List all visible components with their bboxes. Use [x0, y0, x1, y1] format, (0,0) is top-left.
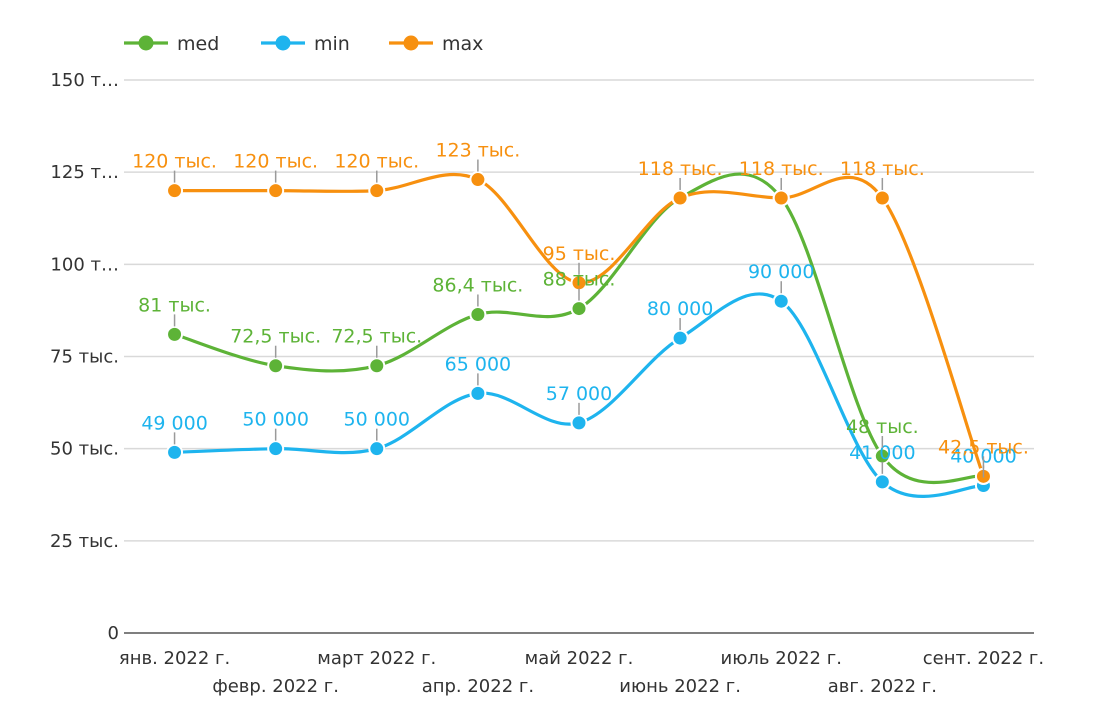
data-point-min	[873, 473, 891, 491]
data-point-med	[368, 357, 386, 375]
data-label-min: 49 000	[141, 412, 207, 434]
data-label-max: 120 тыс.	[334, 151, 419, 173]
y-tick-label: 50 тыс.	[50, 439, 119, 460]
data-label-max: 123 тыс.	[435, 140, 520, 162]
data-point-max	[873, 189, 891, 207]
data-label-max: 118 тыс.	[739, 158, 824, 180]
data-point-max	[469, 171, 487, 189]
x-tick-label: авг. 2022 г.	[828, 676, 937, 697]
x-tick-label: сент. 2022 г.	[923, 648, 1044, 669]
legend-swatch-dot-min	[275, 35, 291, 51]
data-point-min	[570, 414, 588, 432]
legend: med min max	[124, 33, 483, 55]
data-label-max: 95 тыс.	[543, 243, 616, 265]
data-label-min: 80 000	[647, 298, 713, 320]
x-tick-label: март 2022 г.	[317, 648, 436, 669]
series-layer	[166, 171, 992, 498]
data-label-min: 57 000	[546, 383, 612, 405]
data-label-max: 120 тыс.	[132, 151, 217, 173]
data-label-max: 120 тыс.	[233, 151, 318, 173]
data-label-med: 86,4 тыс.	[432, 274, 523, 296]
data-label-min: 90 000	[748, 261, 814, 283]
axis-layer: 0 25 тыс. 50 тыс. 75 тыс. 100 т… 125 т… 150 т……	[50, 70, 1044, 697]
data-point-max	[772, 189, 790, 207]
data-point-med	[469, 305, 487, 323]
data-label-max: 118 тыс.	[840, 158, 925, 180]
data-label-layer: 49 000 50 000 50 000 65 000 57 000 80 000 90 0…	[132, 140, 1029, 478]
legend-label-max: max	[442, 33, 483, 55]
data-point-min	[267, 440, 285, 458]
data-point-max	[671, 189, 689, 207]
legend-swatch-dot-med	[138, 35, 154, 51]
data-point-min	[368, 440, 386, 458]
data-point-max	[267, 182, 285, 200]
data-label-med: 88 тыс.	[543, 269, 616, 291]
y-tick-label: 125 т…	[50, 162, 119, 183]
data-label-max: 42,5 тыс.	[938, 436, 1029, 458]
x-tick-label: июль 2022 г.	[721, 648, 842, 669]
y-tick-label: 100 т…	[50, 254, 119, 275]
series-line-min	[172, 292, 986, 498]
legend-label-med: med	[177, 33, 219, 55]
y-tick-label: 75 тыс.	[50, 347, 119, 368]
data-label-min: 65 000	[445, 353, 511, 375]
x-tick-label: май 2022 г.	[525, 648, 634, 669]
y-tick-label: 25 тыс.	[50, 531, 119, 552]
data-point-min	[772, 292, 790, 310]
legend-swatch-dot-max	[403, 35, 419, 51]
data-label-med: 48 тыс.	[846, 416, 919, 438]
data-label-max: 118 тыс.	[638, 158, 723, 180]
y-tick-label: 0	[108, 623, 119, 644]
y-tick-label: 150 т…	[50, 70, 119, 91]
data-label-min: 50 000	[344, 409, 410, 431]
data-label-med: 72,5 тыс.	[331, 326, 422, 348]
data-point-med	[166, 325, 184, 343]
data-point-med	[570, 300, 588, 318]
data-point-max	[368, 182, 386, 200]
data-point-min	[469, 384, 487, 402]
data-point-min	[671, 329, 689, 347]
data-label-min: 41 000	[849, 442, 915, 464]
x-tick-label: апр. 2022 г.	[422, 676, 534, 697]
data-point-min	[166, 443, 184, 461]
data-label-min: 50 000	[242, 409, 308, 431]
series-line-med	[172, 172, 986, 484]
x-tick-label: янв. 2022 г.	[119, 648, 230, 669]
data-point-med	[267, 357, 285, 375]
data-label-med: 81 тыс.	[138, 294, 211, 316]
data-label-med: 72,5 тыс.	[230, 326, 321, 348]
data-point-max	[166, 182, 184, 200]
x-tick-label: февр. 2022 г.	[212, 676, 339, 697]
x-tick-label: июнь 2022 г.	[619, 676, 741, 697]
legend-label-min: min	[314, 33, 350, 55]
